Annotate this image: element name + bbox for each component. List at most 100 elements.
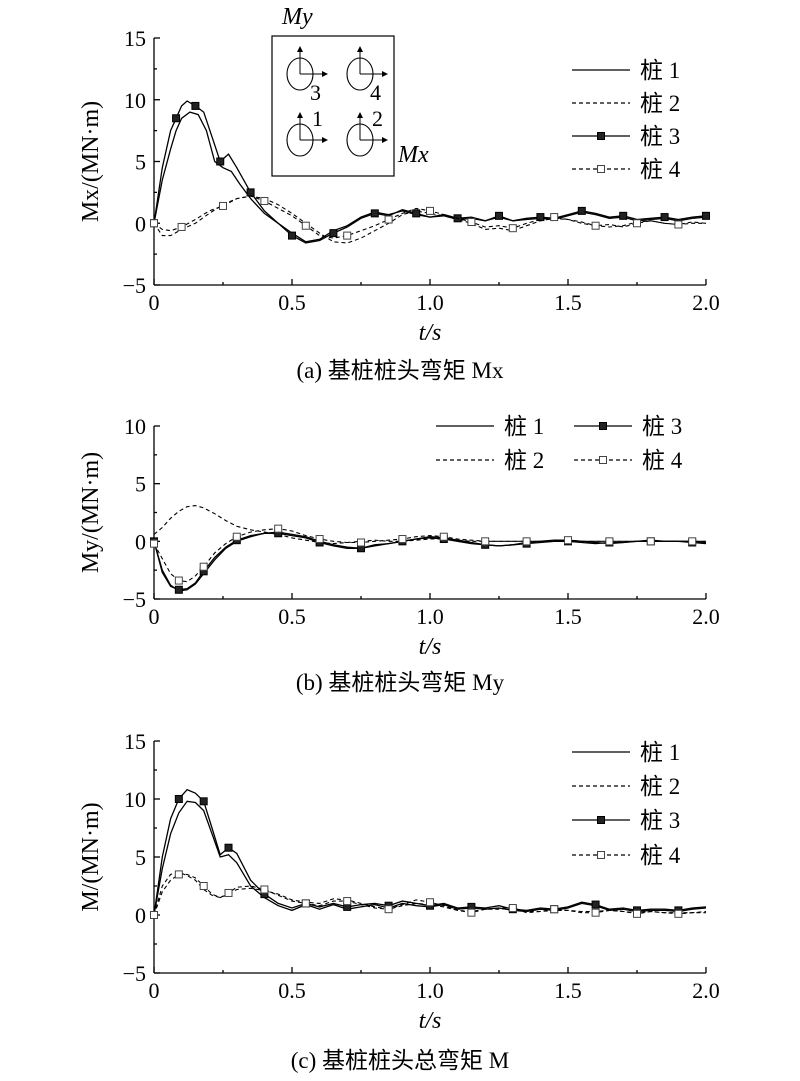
- data-point-marker: [412, 209, 421, 218]
- series-line: [153, 800, 707, 916]
- data-point-marker: [315, 535, 324, 544]
- data-point-marker: [536, 213, 545, 222]
- legend-label: 桩 1: [504, 414, 544, 439]
- data-point-marker: [674, 220, 683, 229]
- legend-label: 桩 4: [640, 157, 681, 182]
- y-tick-label: 5: [135, 845, 146, 870]
- legend-marker: [597, 165, 605, 173]
- y-tick-label: 0: [135, 903, 146, 928]
- y-tick-label: 5: [135, 150, 146, 175]
- legend-label: 桩 4: [642, 448, 683, 473]
- data-point-marker: [398, 535, 407, 544]
- x-tick-label: 1.5: [554, 604, 582, 629]
- x-tick-label: 0.5: [278, 978, 306, 1003]
- data-point-marker: [591, 908, 600, 917]
- data-point-marker: [343, 231, 352, 240]
- legend-marker: [597, 851, 605, 859]
- data-point-marker: [495, 211, 503, 220]
- data-point-marker: [199, 562, 208, 571]
- data-point-marker: [619, 211, 628, 220]
- data-point-marker: [216, 157, 225, 166]
- y-tick-label: −5: [123, 961, 146, 986]
- pile-layout-inset: My Mx 3 4 1 2: [271, 4, 429, 177]
- data-point-marker: [633, 219, 641, 228]
- data-point-marker: [260, 197, 269, 206]
- x-tick-label: 2.0: [692, 978, 720, 1003]
- series-pile-4: [150, 524, 706, 585]
- data-point-marker: [688, 537, 697, 546]
- y-tick-label: 10: [124, 88, 146, 113]
- legend-label: 桩 3: [642, 414, 682, 439]
- series-pile-1: [153, 111, 707, 243]
- data-point-marker: [288, 231, 296, 240]
- series-line: [153, 100, 707, 244]
- legend-label: 桩 3: [640, 808, 680, 833]
- data-point-marker: [343, 897, 352, 906]
- series-pile-4: [150, 195, 707, 240]
- data-point-marker: [550, 213, 559, 222]
- x-tick-label: 0.5: [278, 290, 306, 315]
- data-point-marker: [508, 904, 517, 913]
- arrow-head: [322, 137, 328, 143]
- x-tick-label: 0: [149, 290, 160, 315]
- data-point-marker: [260, 885, 269, 894]
- data-point-marker: [150, 539, 158, 548]
- series-pile-4: [150, 870, 706, 919]
- y-tick-label: 15: [124, 26, 146, 51]
- x-axis-label: t/s: [419, 320, 442, 346]
- pile-number: 2: [372, 106, 383, 131]
- arrow-head: [322, 71, 328, 77]
- y-axis-label: Mx/(MN·m): [78, 101, 104, 222]
- data-point-marker: [150, 911, 158, 919]
- data-point-marker: [150, 219, 158, 228]
- data-point-marker: [605, 537, 614, 546]
- series-pile-2: [153, 195, 706, 244]
- legend-label: 桩 4: [640, 843, 681, 868]
- y-tick-label: 5: [135, 472, 146, 497]
- y-axis-label: M/(MN·m): [78, 802, 104, 911]
- data-point-marker: [591, 900, 600, 909]
- y-tick-label: −5: [123, 587, 146, 612]
- inset-mx-label: Mx: [397, 142, 429, 168]
- x-tick-label: 0.5: [278, 604, 306, 629]
- legend-label: 桩 1: [640, 58, 680, 83]
- series-line: [153, 528, 706, 583]
- data-point-marker: [481, 537, 490, 546]
- pile-number: 3: [310, 80, 321, 105]
- data-point-marker: [591, 221, 600, 230]
- x-axis-label: t/s: [419, 634, 442, 660]
- panel-caption: (a) 基桩桩头弯矩 Mx: [297, 358, 504, 383]
- pile-number: 1: [312, 106, 323, 131]
- x-tick-label: 2.0: [692, 290, 720, 315]
- y-tick-label: −5: [123, 273, 146, 298]
- series-line: [153, 195, 707, 239]
- data-point-marker: [274, 524, 283, 533]
- inset-my-label: My: [281, 4, 313, 30]
- legend: 桩 1 桩 2 桩 3 桩 4: [572, 740, 681, 868]
- arrow-head: [382, 137, 388, 143]
- data-point-marker: [426, 898, 434, 907]
- series-line: [153, 111, 707, 243]
- arrow-head: [297, 46, 303, 52]
- data-point-marker: [199, 882, 208, 890]
- data-point-marker: [660, 213, 669, 222]
- data-point-marker: [564, 536, 572, 545]
- data-point-marker: [174, 576, 183, 585]
- data-point-marker: [646, 537, 655, 546]
- data-point-marker: [370, 209, 379, 218]
- series-line: [153, 788, 707, 916]
- legend-marker: [597, 132, 605, 140]
- data-point-marker: [224, 843, 233, 852]
- arrow-head: [382, 71, 388, 77]
- arrow-head: [357, 112, 363, 118]
- data-point-marker: [174, 870, 183, 879]
- data-point-marker: [301, 899, 310, 908]
- data-point-marker: [177, 222, 186, 231]
- x-tick-label: 1.0: [416, 290, 444, 315]
- data-point-marker: [357, 538, 365, 547]
- legend-marker: [597, 816, 605, 824]
- data-point-marker: [550, 905, 559, 914]
- legend: 桩 1 桩 2 桩 3 桩 4: [436, 414, 683, 473]
